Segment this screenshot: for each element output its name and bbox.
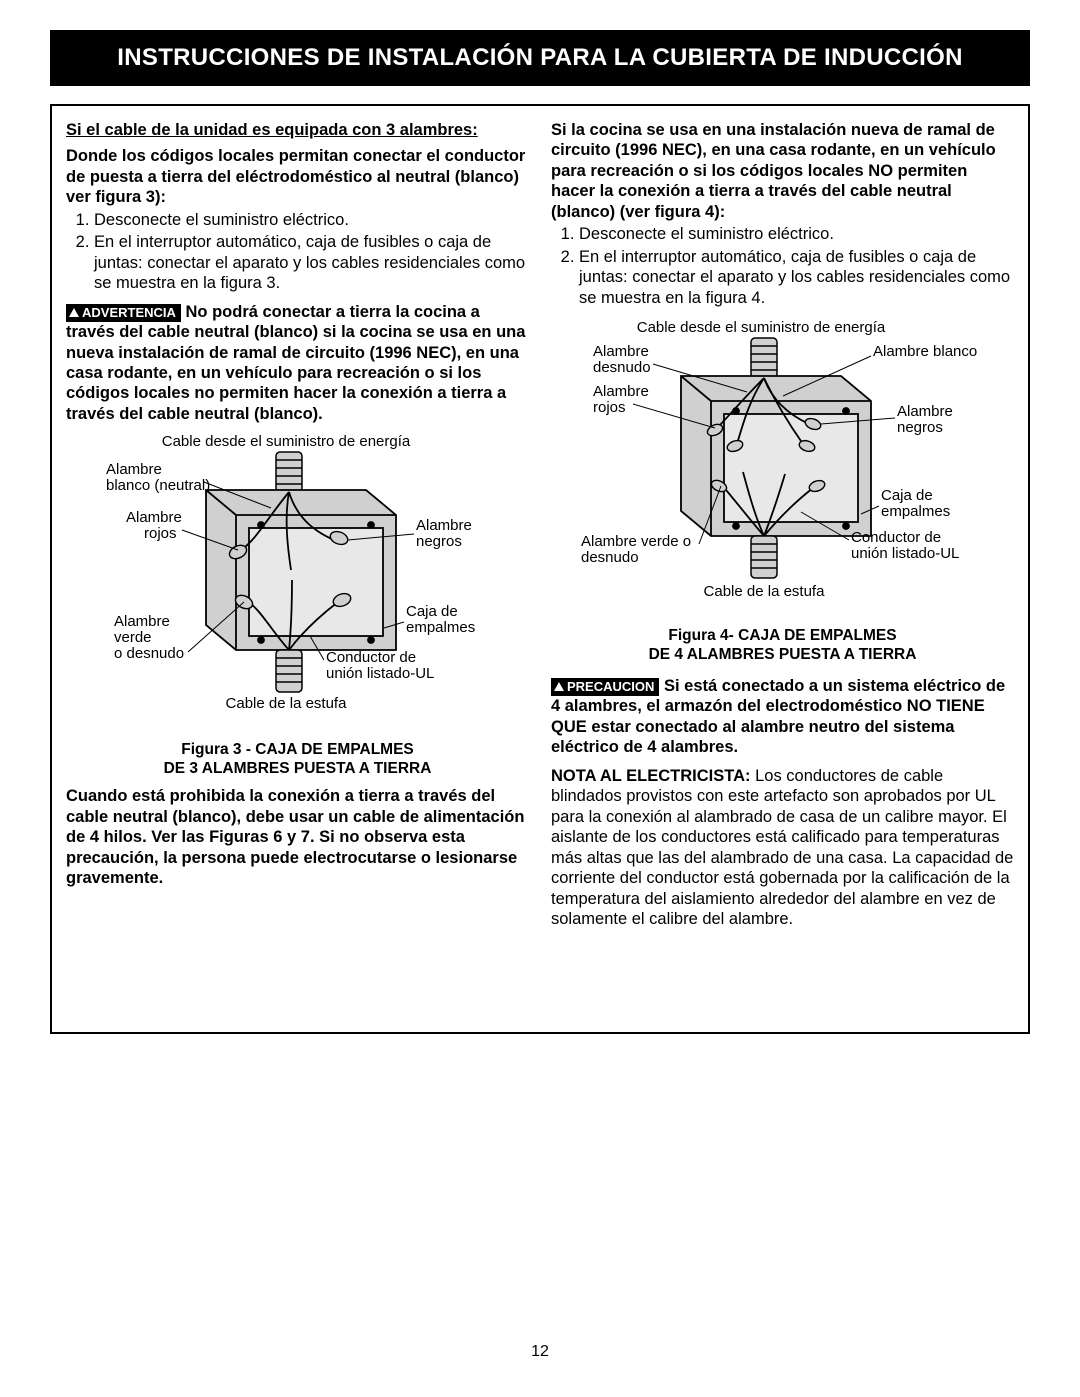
fig3-bond-l1: Conductor de	[326, 649, 416, 666]
caution-paragraph: PRECAUCION Si está conectado a un sistem…	[551, 676, 1014, 758]
note-text: Los conductores de cable blindados provi…	[551, 767, 1013, 928]
left-column: Si el cable de la unidad es equipada con…	[66, 120, 529, 929]
fig4-red-l2: rojos	[593, 399, 626, 416]
fig4-black-l1: Alambre	[897, 403, 953, 420]
left-intro: Donde los códigos locales permitan conec…	[66, 146, 529, 207]
warning-label: ADVERTENCIA	[82, 305, 176, 320]
right-intro: Si la cocina se usa en una instalación n…	[551, 120, 1014, 222]
page-title: INSTRUCCIONES DE INSTALACIÓN PARA LA CUB…	[117, 44, 962, 71]
fig3-green-l1: Alambre	[114, 613, 170, 630]
junction-box-4wire-svg: Cable desde el suministro de energía	[551, 316, 1001, 616]
fig3-white-l1: Alambre	[106, 461, 162, 478]
fig4-bare-l2: desnudo	[593, 359, 651, 376]
installation-page: INSTRUCCIONES DE INSTALACIÓN PARA LA CUB…	[0, 0, 1080, 1397]
caution-triangle-icon	[554, 682, 564, 691]
warning-badge: ADVERTENCIA	[66, 304, 181, 322]
fig4-green-l2: desnudo	[581, 549, 639, 566]
content-frame: Si el cable de la unidad es equipada con…	[50, 104, 1030, 1034]
electrician-note: NOTA AL ELECTRICISTA: Los conductores de…	[551, 766, 1014, 930]
note-label: NOTA AL ELECTRICISTA:	[551, 767, 751, 785]
fig3-red-l1: Alambre	[126, 509, 182, 526]
fig4-cap-l2: DE 4 ALAMBRES PUESTA A TIERRA	[649, 646, 917, 663]
page-title-bar: INSTRUCCIONES DE INSTALACIÓN PARA LA CUB…	[50, 30, 1030, 86]
fig4-red-l1: Alambre	[593, 383, 649, 400]
fig3-bottom-cable: Cable de la estufa	[226, 695, 348, 712]
fig3-green-l2: verde	[114, 629, 152, 646]
junction-box-3wire-svg: Cable desde el suministro de energía	[66, 430, 506, 730]
figure-4: Cable desde el suministro de energía	[551, 316, 1014, 664]
fig4-green-l1: Alambre verde o	[581, 533, 691, 550]
fig3-black-l2: negros	[416, 533, 462, 550]
left-steps: Desconecte el suministro eléctrico. En e…	[66, 210, 529, 294]
figure-4-caption: Figura 4- CAJA DE EMPALMES DE 4 ALAMBRES…	[551, 626, 1014, 664]
caution-badge: PRECAUCION	[551, 678, 659, 696]
warning-triangle-icon	[69, 308, 79, 317]
fig4-bottom-cable: Cable de la estufa	[704, 583, 826, 600]
right-steps: Desconecte el suministro eléctrico. En e…	[551, 224, 1014, 308]
fig3-black-l1: Alambre	[416, 517, 472, 534]
figure-3-caption: Figura 3 - CAJA DE EMPALMES DE 3 ALAMBRE…	[66, 740, 529, 778]
fig4-top-cable-label: Cable desde el suministro de energía	[637, 319, 886, 336]
fig3-red-l2: rojos	[144, 525, 177, 542]
fig3-white-l2: blanco (neutral)	[106, 477, 210, 494]
fig4-box-l2: empalmes	[881, 503, 950, 520]
warning-paragraph: ADVERTENCIA No podrá conectar a tierra l…	[66, 302, 529, 425]
right-column: Si la cocina se usa en una instalación n…	[551, 120, 1014, 929]
page-number: 12	[0, 1343, 1080, 1361]
fig4-white: Alambre blanco	[873, 343, 977, 360]
fig3-green-l3: o desnudo	[114, 645, 184, 662]
caution-label: PRECAUCION	[567, 679, 654, 694]
fig3-bond-l2: unión listado-UL	[326, 665, 434, 682]
list-item: En el interruptor automático, caja de fu…	[579, 247, 1014, 308]
list-item: En el interruptor automático, caja de fu…	[94, 232, 529, 293]
fig4-box-l1: Caja de	[881, 487, 933, 504]
list-item: Desconecte el suministro eléctrico.	[94, 210, 529, 230]
fig4-bare-l1: Alambre	[593, 343, 649, 360]
fig4-bond-l2: unión listado-UL	[851, 545, 959, 562]
fig4-bond-l1: Conductor de	[851, 529, 941, 546]
list-item: Desconecte el suministro eléctrico.	[579, 224, 1014, 244]
fig3-cap-l2: DE 3 ALAMBRES PUESTA A TIERRA	[164, 760, 432, 777]
figure-3: Cable desde el suministro de energía	[66, 430, 529, 778]
fig3-cap-l1: Figura 3 - CAJA DE EMPALMES	[181, 741, 414, 758]
two-column-layout: Si el cable de la unidad es equipada con…	[66, 120, 1014, 929]
fig3-top-cable-label: Cable desde el suministro de energía	[162, 433, 411, 450]
fig4-black-l2: negros	[897, 419, 943, 436]
fig4-cap-l1: Figura 4- CAJA DE EMPALMES	[668, 627, 896, 644]
left-closing: Cuando está prohibida la conexión a tier…	[66, 786, 529, 888]
left-heading: Si el cable de la unidad es equipada con…	[66, 120, 529, 140]
fig3-box-l1: Caja de	[406, 603, 458, 620]
fig3-box-l2: empalmes	[406, 619, 475, 636]
